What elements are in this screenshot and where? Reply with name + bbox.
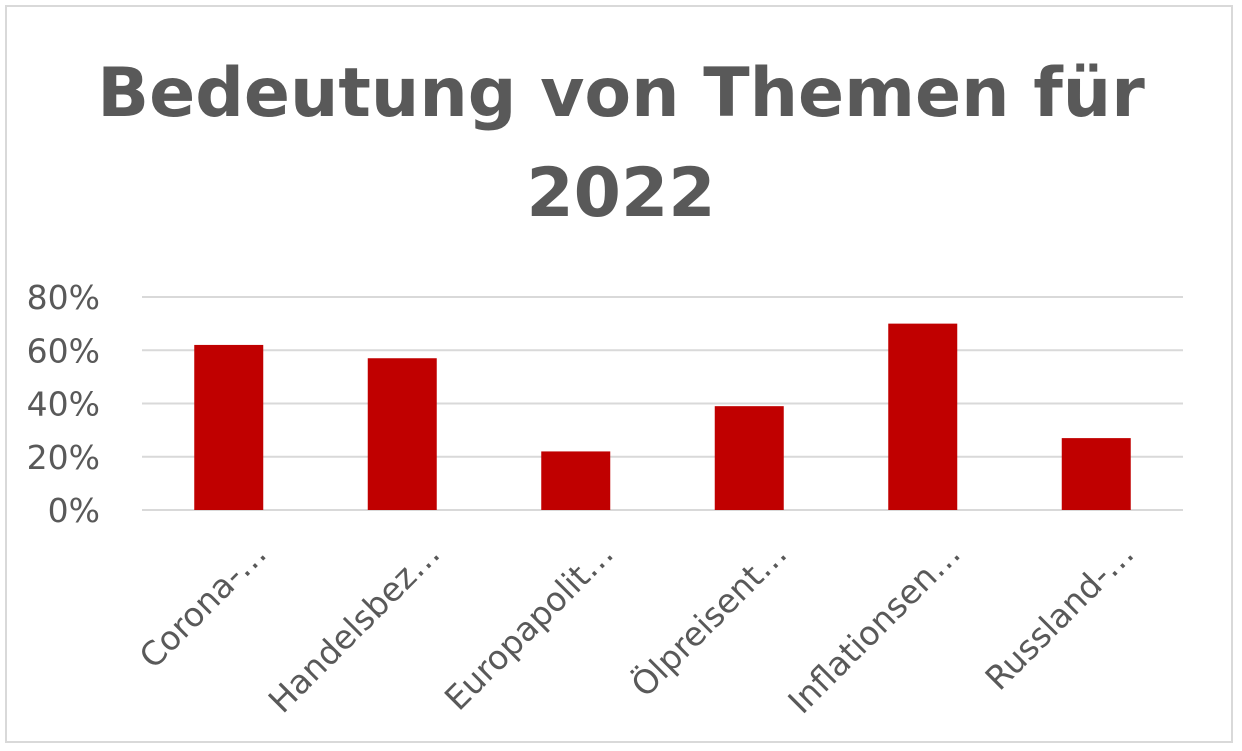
x-tick-label: Handelsbez… (261, 534, 448, 721)
y-axis-tick-labels: 0% 20% 40% 60% 80% (27, 278, 100, 530)
bar (888, 323, 958, 510)
chart-title-line-1: Bedeutung von Themen für (97, 54, 1145, 133)
y-tick-label: 40% (27, 385, 100, 424)
chart-title-line-2: 2022 (526, 154, 716, 233)
bar (1061, 438, 1131, 510)
bars (194, 323, 1131, 510)
x-tick-label: Ölpreisent… (623, 533, 795, 705)
y-tick-label: 20% (27, 438, 100, 477)
x-tick-label: Inflationsen… (780, 534, 968, 722)
x-tick-label: Europapolit… (437, 534, 621, 718)
bar (714, 406, 784, 510)
bar (541, 451, 611, 510)
x-axis-tick-labels: Corona-…Handelsbez…Europapolit… Ölpreisen… (132, 533, 1142, 721)
bar (194, 344, 264, 510)
y-tick-label: 80% (27, 278, 100, 317)
bar (367, 358, 437, 510)
y-tick-label: 0% (48, 491, 100, 530)
x-tick-label: Russland-… (977, 534, 1141, 698)
x-tick-label: Corona-… (132, 534, 274, 676)
gridlines (142, 296, 1183, 511)
chart-title: Bedeutung von Themen für 2022 (0, 44, 1242, 244)
y-tick-label: 60% (27, 331, 100, 370)
